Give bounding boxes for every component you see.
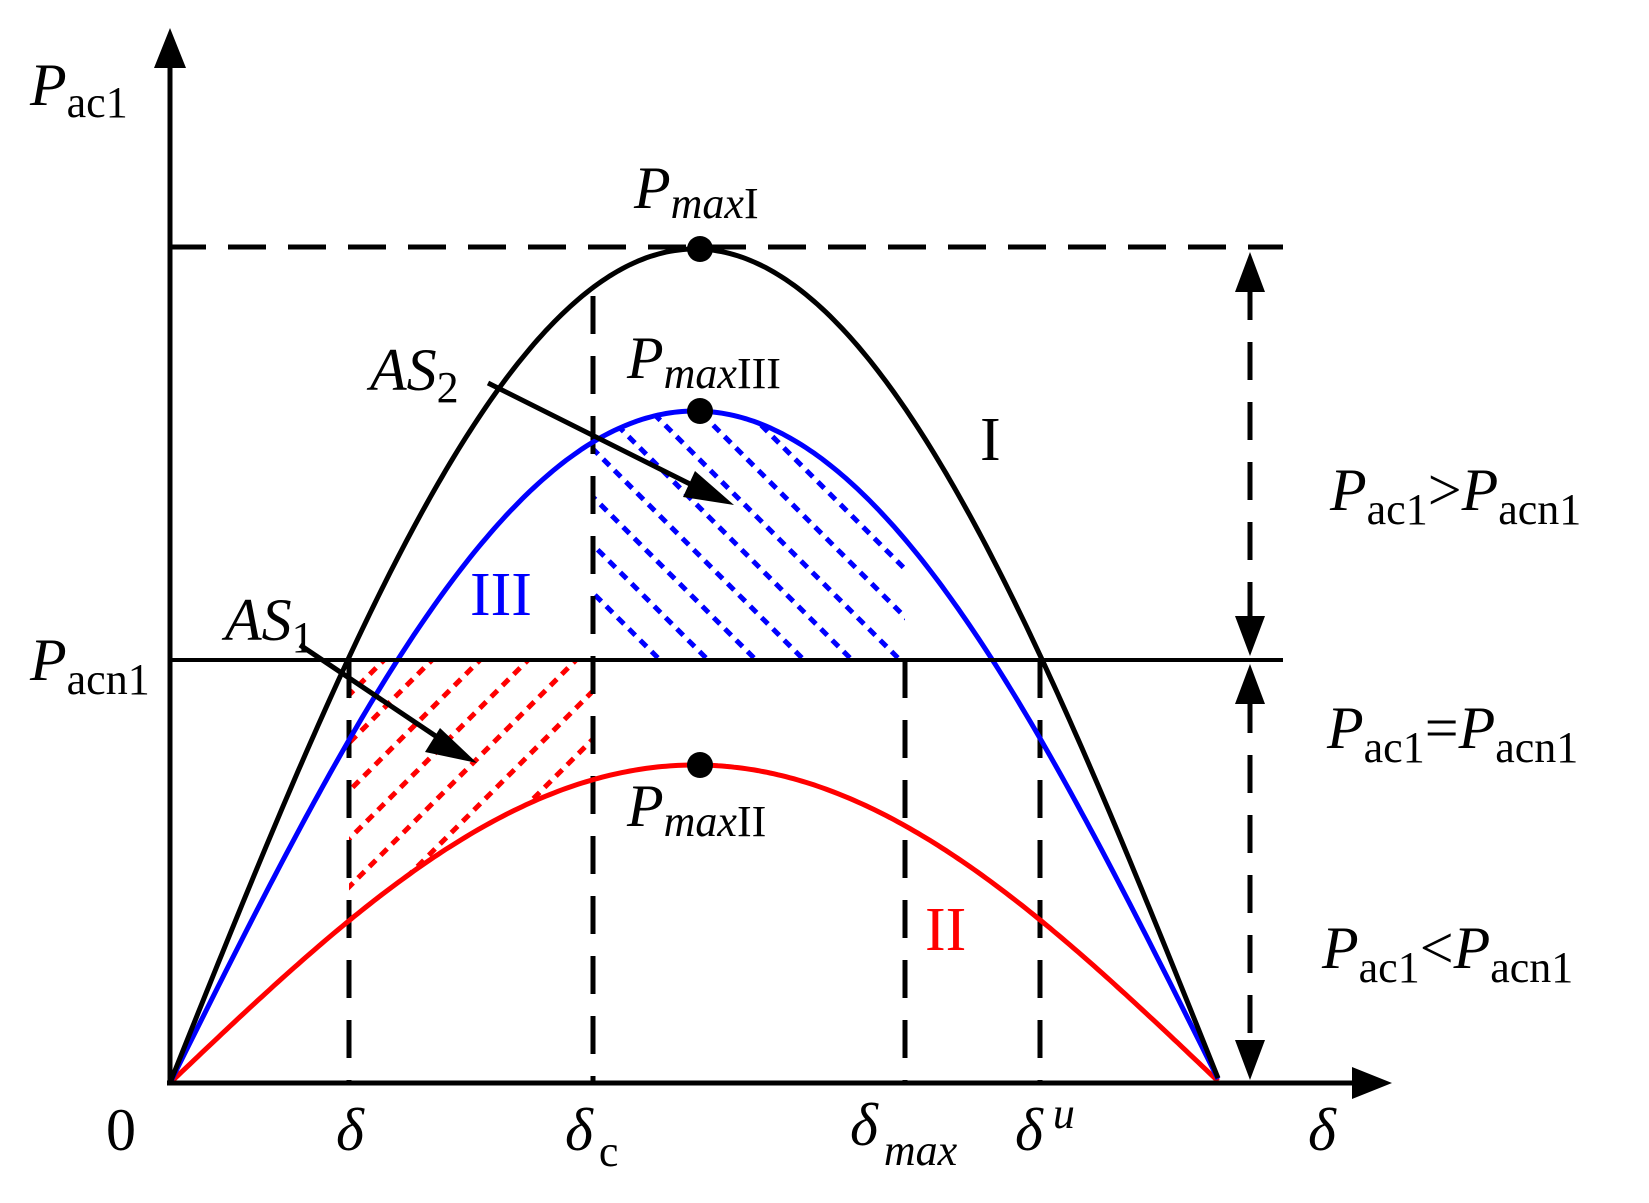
as2-hatch-line [858, 411, 905, 660]
region-arrows [1235, 252, 1265, 1080]
region-equal-label: Pac1=Pacn1 [1326, 695, 1578, 772]
curve-i-label: I [980, 406, 1001, 474]
peak-dot-i [687, 236, 713, 262]
as1-label: AS1 [221, 587, 314, 662]
curve-iii-label: III [470, 561, 532, 629]
region-lower-arrow-down [1235, 1040, 1265, 1080]
marker-label-delta: δ [336, 1097, 365, 1163]
as2-label: AS2 [366, 337, 459, 412]
marker-label-delta-max: δ max [850, 1092, 958, 1175]
as2-hatch-line [714, 411, 905, 660]
as1-hatch-line [526, 660, 593, 902]
as2-hatch-line [593, 411, 778, 660]
peak-dot-iii [687, 398, 713, 424]
as1-hatch-line [382, 660, 593, 902]
y-axis-label: Pac1 [29, 52, 128, 127]
as2-hatch-line [618, 411, 905, 660]
peak-dot-ii [687, 752, 713, 778]
as2-hatch-line [810, 411, 905, 660]
as2-hatch-line [593, 411, 682, 660]
origin-label: 0 [106, 1097, 136, 1163]
as2-hatch-area [593, 380, 1256, 680]
as2-arrow [486, 380, 734, 505]
as2-hatch-line [956, 380, 1256, 680]
as2-hatch-line [666, 411, 905, 660]
axes [154, 28, 1392, 1099]
as1-hatch-line [349, 660, 542, 902]
as2-hatch-line [593, 411, 874, 660]
as2-hatch-line [593, 411, 826, 660]
region-lower-arrow-up [1235, 664, 1265, 704]
curve-ii-label: II [925, 896, 966, 964]
pmax-i-label: PmaxI [633, 155, 759, 228]
as1-hatch-line [478, 660, 593, 902]
region-upper-arrow-down [1235, 616, 1265, 656]
marker-lines [346, 296, 1043, 1083]
pmax-iii-label: PmaxIII [626, 325, 781, 398]
as1-arrow [298, 642, 477, 763]
pmax-ii-label: PmaxII [626, 773, 766, 846]
region-upper-arrow-up [1235, 252, 1265, 292]
as1-hatch-line [349, 660, 593, 902]
region-less-label: Pac1<Pacn1 [1321, 915, 1573, 992]
pacn1-label: Pacn1 [29, 627, 150, 704]
region-greater-label: Pac1>Pacn1 [1329, 457, 1581, 534]
as1-hatch-line [574, 660, 593, 902]
y-axis-arrowhead [154, 28, 186, 68]
x-axis-label: δ [1308, 1097, 1337, 1163]
as2-hatch-line [908, 380, 1208, 680]
as2-hatch-line [593, 411, 730, 660]
as1-hatch-line [430, 660, 593, 902]
curve-iii [167, 408, 1221, 1085]
x-axis-arrowhead [1352, 1067, 1392, 1099]
